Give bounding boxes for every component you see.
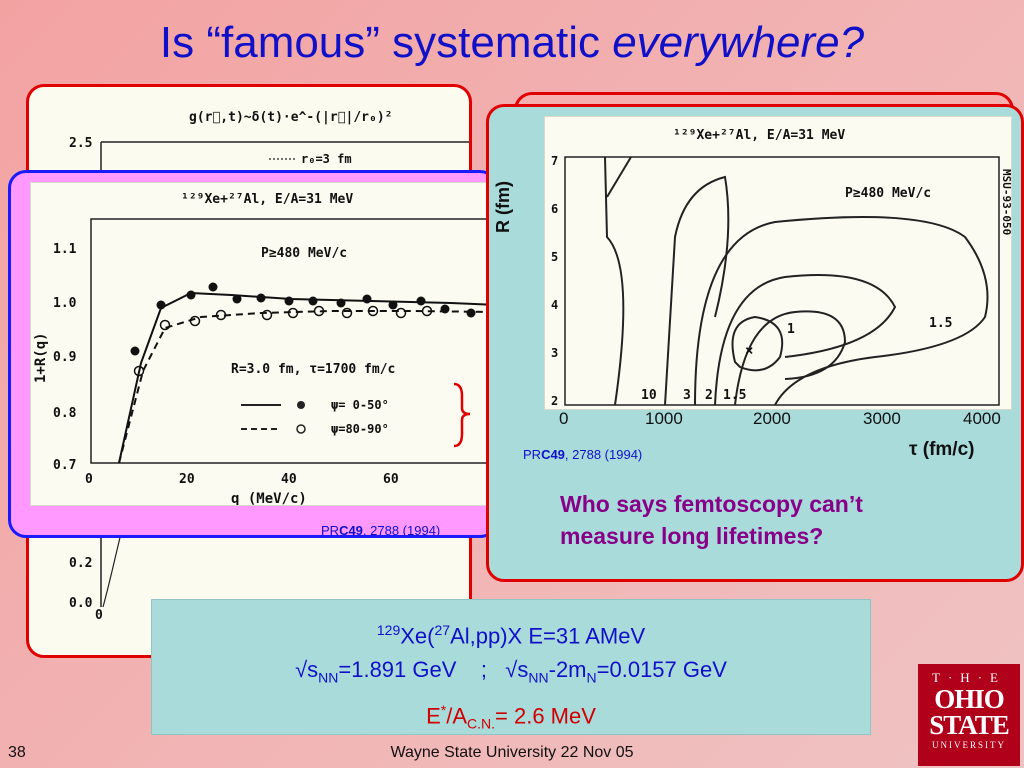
pink-ylabel: 1+R(q) — [33, 332, 49, 383]
question-line-1: Who says femtoscopy can’t — [560, 491, 863, 517]
title-italic: everywhere? — [612, 18, 865, 67]
contour-xtick-0: 0 — [559, 409, 569, 428]
back-legend: r₀=3 fm — [301, 152, 352, 166]
pink-reaction: ¹²⁹Xe+²⁷Al, E/A=31 MeV — [181, 192, 353, 207]
pink-ytick-3: 0.9 — [53, 350, 76, 365]
question-line-2: measure long lifetimes? — [560, 523, 824, 549]
excitation-line: E*/AC.N.= 2.6 MeV — [426, 702, 596, 732]
pink-ytick-2: 1.0 — [53, 296, 77, 311]
contour-xlabel: τ (fm/c) — [909, 439, 975, 460]
contour-ytick-5: 5 — [551, 250, 558, 264]
pink-xtick-1: 0 — [85, 472, 93, 487]
question-text: Who says femtoscopy can’t measure long l… — [560, 488, 980, 552]
contour-xtick-1000: 1000 — [645, 409, 683, 428]
pink-ytick-4: 0.8 — [53, 406, 77, 421]
contour-plot: ¹²⁹Xe+²⁷Al, E/A=31 MeV P≥480 MeV/c 7 6 5… — [551, 128, 1011, 408]
pink-legend-dashed: ψ=80-90° — [331, 422, 389, 436]
contour-cut: P≥480 MeV/c — [845, 186, 931, 201]
contour-ylabel: R (fm) — [493, 181, 513, 233]
pink-ytick-1: 1.1 — [53, 242, 77, 257]
contour-xtick-4000: 4000 — [963, 409, 1001, 428]
pink-legend-solid: ψ= 0-50° — [331, 398, 389, 412]
back-plot: g(r⃗,t)~δ(t)·e^-(|r⃗|/r₀)² 2.5 0.2 0.0 0… — [69, 110, 469, 623]
contour-citation: PRC49, 2788 (1994) — [523, 447, 643, 462]
contour-plot-panel: ¹²⁹Xe+²⁷Al, E/A=31 MeV P≥480 MeV/c 7 6 5… — [486, 104, 1024, 582]
contour-label-1: 1 — [787, 322, 795, 337]
pink-xtick-2: 20 — [179, 472, 195, 487]
svg-text:×: × — [745, 343, 753, 359]
title-plain: Is “famous” systematic — [159, 18, 613, 67]
contour-label-10: 10 — [641, 388, 657, 403]
contour-ytick-3: 3 — [551, 346, 558, 360]
energy-line: √sNN=1.891 GeV ; √sNN-2mN=0.0157 GeV — [295, 657, 727, 686]
back-ytick-mid: 0.2 — [69, 556, 92, 571]
back-ytick-bot: 0.0 — [69, 596, 93, 611]
back-xtick: 0 — [95, 608, 103, 623]
pink-citation: PRC49, 2788 (1994) — [321, 523, 441, 538]
contour-label-2: 2 — [705, 388, 713, 403]
pink-xtick-3: 40 — [281, 472, 297, 487]
pink-xtick-4: 60 — [383, 472, 399, 487]
correlation-plot-panel: ¹²⁹Xe+²⁷Al, E/A=31 MeV P≥480 MeV/c R=3.0… — [8, 170, 498, 538]
footer-text: Wayne State University 22 Nov 05 — [390, 744, 634, 761]
contour-xtick-2000: 2000 — [753, 409, 791, 428]
brace-annotation — [453, 382, 471, 448]
pink-xlabel: q (MeV/c) — [231, 491, 307, 505]
slide-title: Is “famous” systematic everywhere? — [0, 18, 1024, 68]
contour-ytick-2: 2 — [551, 394, 558, 408]
contour-label-1-5b: 1.5 — [723, 388, 746, 403]
contour-side-label: MSU-93-050 — [1000, 169, 1011, 235]
contour-label-1-5a: 1.5 — [929, 316, 952, 331]
contour-ytick-6: 6 — [551, 202, 558, 216]
contour-ytick-4: 4 — [551, 298, 558, 312]
back-ytick-top: 2.5 — [69, 136, 92, 151]
reaction-info-box: 129Xe(27Al,pp)X E=31 AMeV √sNN=1.891 GeV… — [152, 600, 870, 734]
correlation-plot: ¹²⁹Xe+²⁷Al, E/A=31 MeV P≥480 MeV/c R=3.0… — [33, 192, 495, 505]
pink-cut: P≥480 MeV/c — [261, 246, 347, 261]
contour-plot-paper: ¹²⁹Xe+²⁷Al, E/A=31 MeV P≥480 MeV/c 7 6 5… — [545, 117, 1011, 409]
contour-reaction: ¹²⁹Xe+²⁷Al, E/A=31 MeV — [673, 128, 845, 143]
contour-label-3: 3 — [683, 388, 691, 403]
correlation-plot-paper: ¹²⁹Xe+²⁷Al, E/A=31 MeV P≥480 MeV/c R=3.0… — [31, 183, 495, 505]
contour-xtick-3000: 3000 — [863, 409, 901, 428]
pink-ytick-5: 0.7 — [53, 458, 76, 473]
slide-number: 38 — [8, 744, 26, 761]
contour-ytick-7: 7 — [551, 154, 558, 168]
reaction-line: 129Xe(27Al,pp)X E=31 AMeV — [376, 622, 646, 649]
pink-params: R=3.0 fm, τ=1700 fm/c — [231, 362, 395, 377]
back-formula: g(r⃗,t)~δ(t)·e^-(|r⃗|/r₀)² — [189, 110, 393, 125]
ohio-state-logo: T·H·E OHIO STATE UNIVERSITY — [918, 664, 1020, 766]
